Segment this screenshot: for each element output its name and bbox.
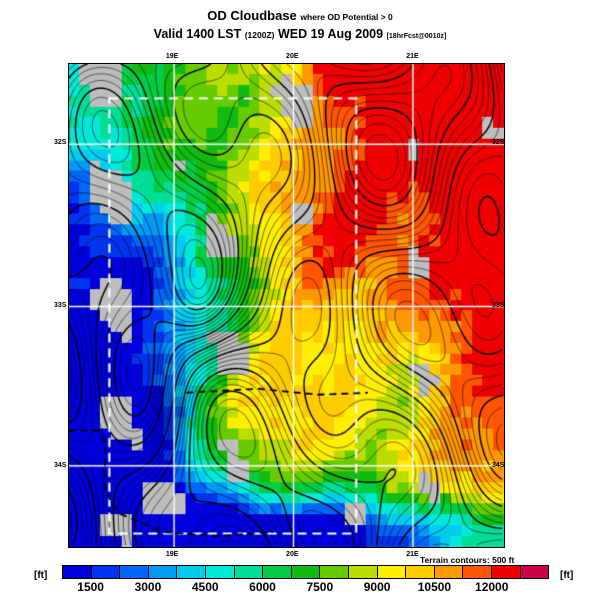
- colorbar-tick-7500: 7500: [306, 580, 334, 594]
- colorbar-tick-12000: 12000: [475, 580, 509, 594]
- axis-tick-bottom-0: 19E: [165, 551, 179, 558]
- colorbar-segment-3: [148, 566, 178, 578]
- colorbar-segment-1: [91, 566, 121, 578]
- colorbar-tick-6000: 6000: [249, 580, 276, 594]
- axis-tick-left-1: 33S: [54, 301, 67, 309]
- colorbar-segment-7: [263, 566, 292, 578]
- axis-tick-right-1: 33S: [492, 301, 505, 309]
- colorbar-segment-2: [120, 566, 149, 578]
- axis-tick-top-0: 19E: [165, 53, 179, 60]
- axis-tick-top-1: 20E: [286, 53, 299, 60]
- colorbar-segment-14: [463, 566, 492, 578]
- axis-tick-right-0: 32S: [492, 139, 505, 147]
- title-main: OD Cloudbase: [207, 8, 297, 23]
- colorbar-tick-10500: 10500: [417, 580, 452, 594]
- page-subtitle: Valid 1400 LST (1200Z) WED 19 Aug 2009 […: [0, 26, 600, 45]
- colorbar-segment-8: [291, 566, 321, 578]
- terrain-contour-note: Terrain contours: 500 ft: [420, 555, 515, 565]
- colorbar-segment-13: [434, 566, 464, 578]
- colorbar-tick-4500: 4500: [191, 580, 219, 594]
- colorbar-segment-12: [406, 566, 435, 578]
- colorbar-unit-left: [ft]: [34, 570, 48, 581]
- colorbar-segment-11: [377, 566, 407, 578]
- map-plot-area[interactable]: [68, 63, 505, 548]
- colorbar-unit-right: [ft]: [560, 570, 574, 581]
- colorbar-segment-6: [234, 566, 264, 578]
- colorbar[interactable]: [62, 565, 549, 579]
- axis-tick-left-2: 34S: [54, 461, 67, 469]
- page-title: OD Cloudbase where OD Potential > 0: [0, 8, 600, 25]
- colorbar-segment-15: [491, 566, 521, 578]
- colorbar-tick-3000: 3000: [134, 580, 162, 594]
- colorbar-tick-labels: 1500 3000 4500 6000 7500 9000 10500 12000: [0, 580, 600, 596]
- forecast-tag: [18hrFcst@0010z]: [386, 33, 447, 40]
- cloudbase-heatmap: [69, 64, 504, 547]
- colorbar-tick-9000: 9000: [363, 580, 391, 594]
- valid-utc: (1200Z): [244, 30, 275, 40]
- valid-date: WED 19 Aug 2009: [277, 27, 384, 41]
- colorbar-segment-10: [348, 566, 378, 578]
- axis-tick-right-2: 34S: [492, 461, 505, 469]
- colorbar-segment-9: [320, 566, 349, 578]
- valid-time: Valid 1400 LST: [153, 27, 242, 41]
- colorbar-tick-1500: 1500: [77, 580, 104, 594]
- title-block: OD Cloudbase where OD Potential > 0 Vali…: [0, 8, 600, 45]
- axis-tick-bottom-2: 21E: [406, 551, 419, 558]
- title-qualifier: where OD Potential > 0: [300, 12, 393, 22]
- colorbar-segment-16: [520, 566, 549, 578]
- colorbar-segment-5: [205, 566, 235, 578]
- axis-tick-top-2: 21E: [406, 53, 419, 60]
- axis-tick-bottom-1: 20E: [286, 551, 299, 558]
- axis-tick-left-0: 32S: [54, 139, 67, 147]
- colorbar-segment-0: [63, 566, 92, 578]
- colorbar-segment-4: [177, 566, 206, 578]
